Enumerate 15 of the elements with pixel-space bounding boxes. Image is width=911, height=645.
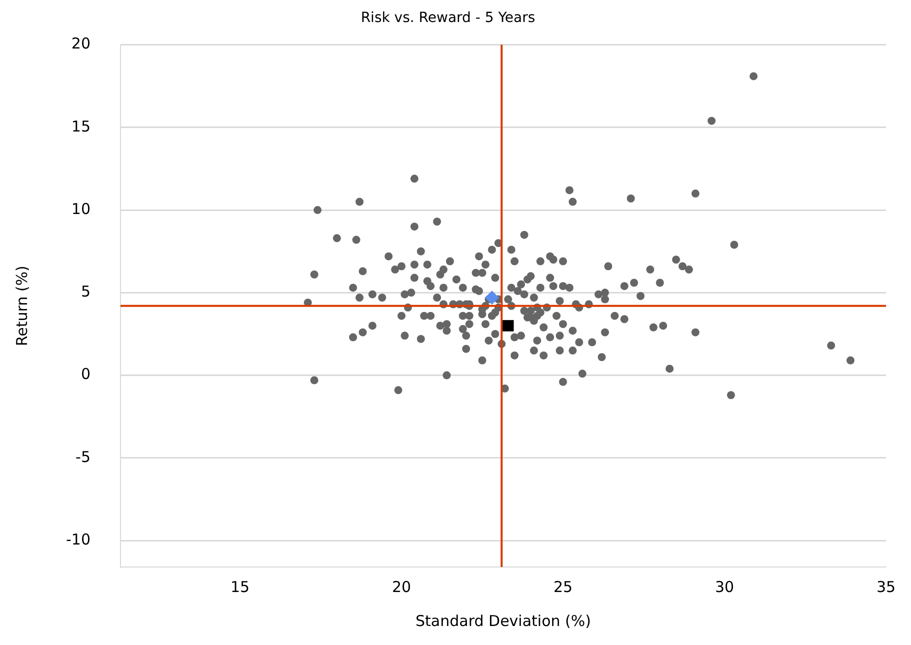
y-tick-label: 10 bbox=[71, 200, 90, 218]
chart-title: Risk vs. Reward - 5 Years bbox=[360, 10, 536, 26]
y-axis-title: Return (%) bbox=[12, 266, 31, 346]
x-tick-label: 25 bbox=[553, 578, 573, 596]
x-tick-label: 30 bbox=[714, 578, 734, 596]
y-tick-label: -10 bbox=[66, 530, 90, 548]
y-tick-label: 20 bbox=[71, 34, 90, 53]
x-tick-label: 15 bbox=[230, 578, 250, 596]
y-tick-label: 0 bbox=[80, 365, 90, 384]
y-tick-label: -5 bbox=[76, 448, 90, 466]
y-tick-label: 5 bbox=[80, 282, 90, 301]
x-tick-label: 20 bbox=[392, 578, 412, 596]
x-axis-title: Standard Deviation (%) bbox=[416, 612, 591, 630]
y-tick-label: 15 bbox=[71, 117, 90, 136]
x-tick-label: 35 bbox=[876, 578, 896, 596]
